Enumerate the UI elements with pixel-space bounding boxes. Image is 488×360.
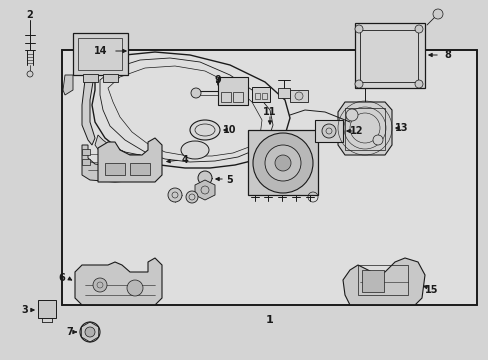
Text: 1: 1 [265,315,273,325]
Text: 12: 12 [349,126,363,136]
Circle shape [191,88,201,98]
Polygon shape [82,75,95,145]
Bar [357,265,407,295]
Text: 11: 11 [263,107,276,117]
Polygon shape [92,52,289,168]
Bar [62,50,476,305]
Text: 14: 14 [94,46,107,56]
Ellipse shape [190,120,220,140]
Bar [254,93,260,99]
Bar [83,74,98,82]
Ellipse shape [181,141,208,159]
Text: 8: 8 [444,50,450,60]
Bar [278,88,289,98]
Circle shape [321,124,335,138]
Circle shape [93,278,107,292]
Bar [78,38,122,70]
Text: 4: 4 [181,155,188,165]
Circle shape [185,191,198,203]
Bar [359,30,417,82]
Bar [361,270,383,292]
Circle shape [27,71,33,77]
Text: 15: 15 [425,285,438,295]
Polygon shape [195,180,215,200]
Polygon shape [95,135,145,164]
Bar [38,300,56,318]
Circle shape [264,145,301,181]
Polygon shape [98,138,162,182]
Bar [130,163,150,175]
Text: 6: 6 [59,273,65,283]
Circle shape [372,135,382,145]
Bar [262,93,266,99]
Bar [354,23,424,88]
Polygon shape [75,258,162,305]
Polygon shape [337,102,391,155]
Circle shape [127,280,142,296]
Bar [221,92,230,102]
Bar [105,163,125,175]
Polygon shape [342,258,424,305]
Bar [289,90,307,102]
Text: 5: 5 [226,175,233,185]
Bar [232,92,243,102]
Circle shape [414,25,422,33]
Circle shape [274,155,290,171]
Bar [73,33,128,75]
Circle shape [168,188,182,202]
Bar [218,77,247,105]
Bar [314,120,342,142]
Text: 13: 13 [394,123,408,133]
Text: 10: 10 [223,125,236,135]
Circle shape [85,327,95,337]
Circle shape [414,80,422,88]
Bar [82,149,90,155]
Bar [82,159,90,165]
Bar [247,130,317,195]
Circle shape [198,171,212,185]
Circle shape [432,9,442,19]
Text: 2: 2 [26,10,33,20]
Circle shape [80,322,100,342]
Bar [251,87,269,102]
Text: 3: 3 [21,305,28,315]
Circle shape [354,80,362,88]
Circle shape [294,92,303,100]
Text: 7: 7 [66,327,73,337]
Polygon shape [82,145,145,182]
Circle shape [354,25,362,33]
Bar [103,74,118,82]
Circle shape [346,109,357,121]
Circle shape [252,133,312,193]
Polygon shape [63,75,73,95]
Text: 9: 9 [214,75,221,85]
Bar [345,108,384,150]
